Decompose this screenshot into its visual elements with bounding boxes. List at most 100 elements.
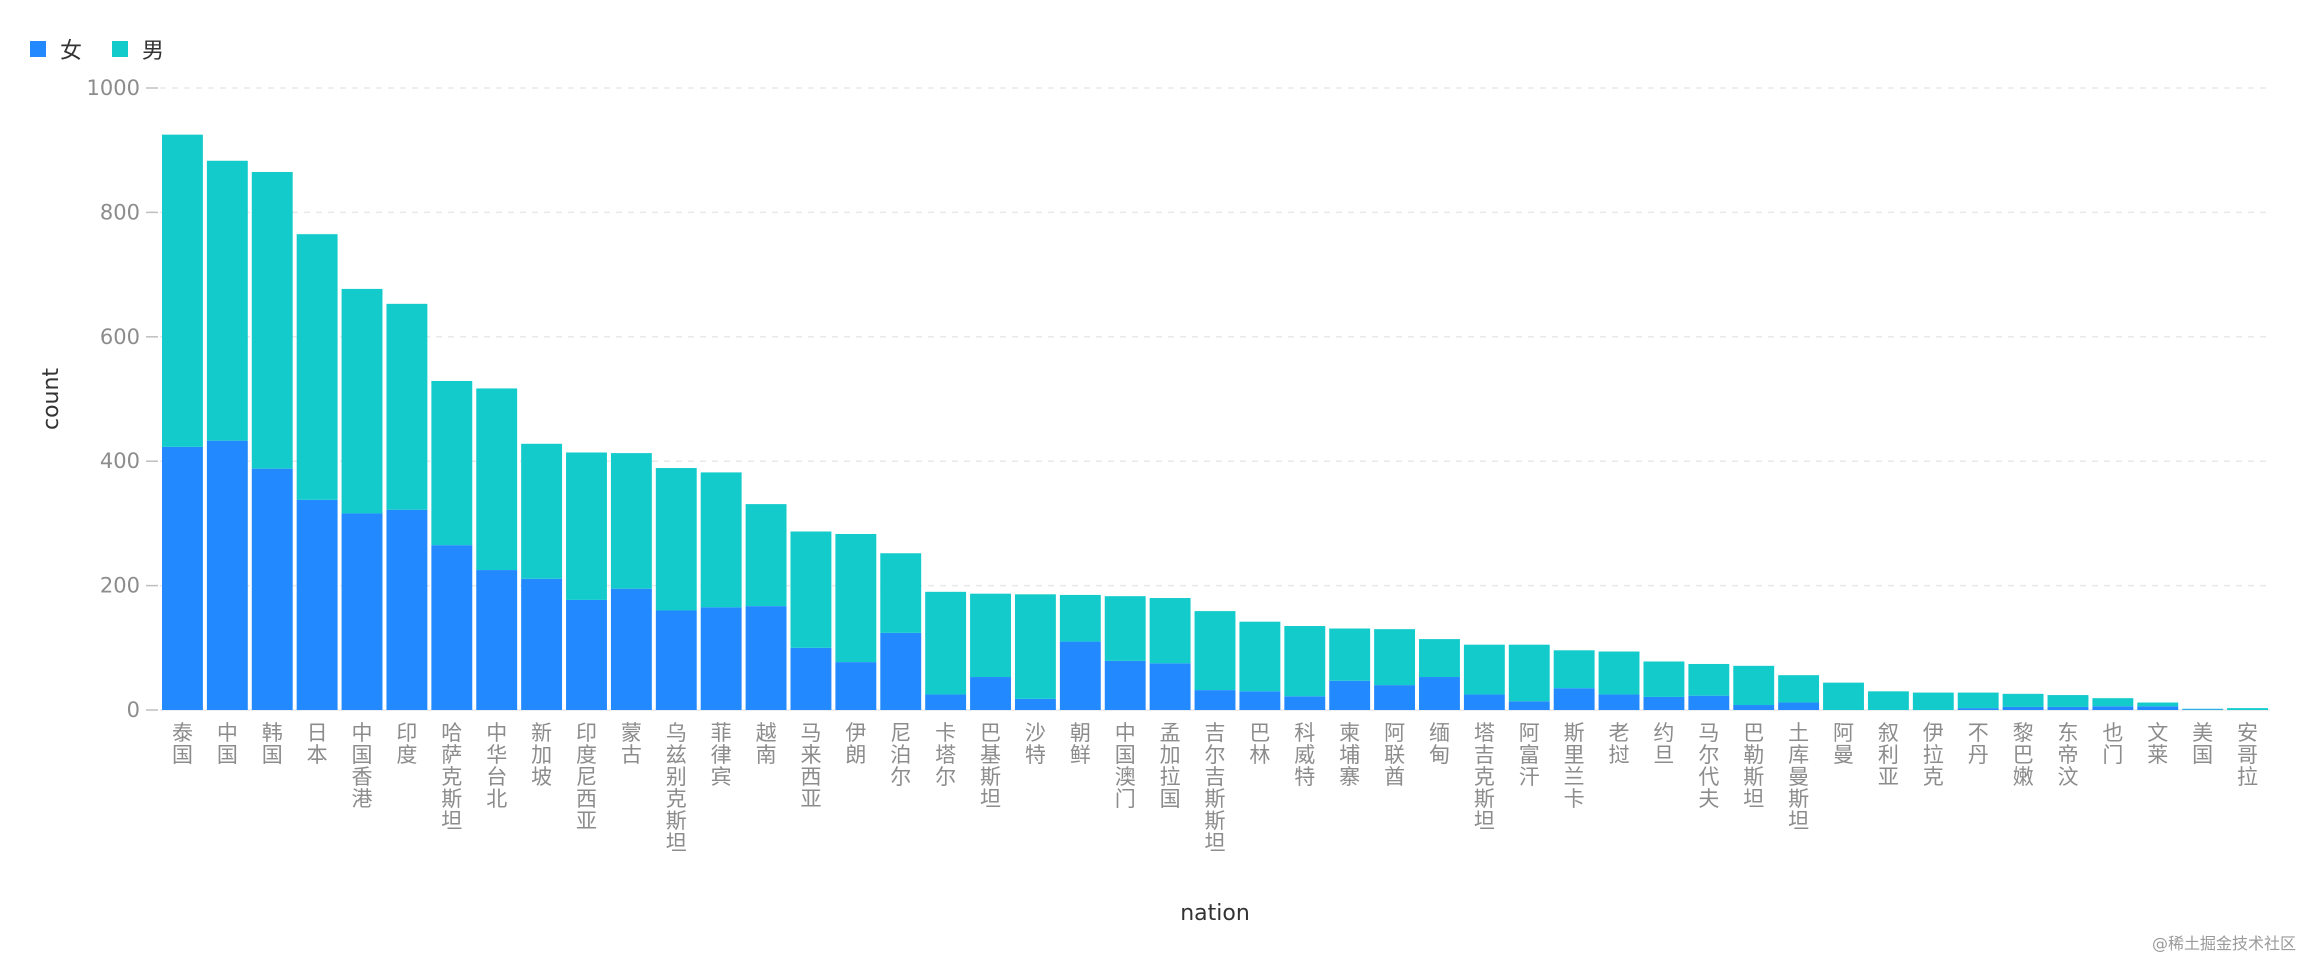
x-tick-label: 缅甸 <box>1429 721 1450 767</box>
bar-male-37[interactable] <box>1823 682 1864 710</box>
bar-female-0[interactable] <box>162 446 203 710</box>
bar-male-30[interactable] <box>1508 644 1550 702</box>
legend-swatch-male <box>112 41 129 57</box>
bar-female-31[interactable] <box>1553 688 1595 710</box>
legend-item-male[interactable]: 男 <box>112 33 164 65</box>
bar-female-3[interactable] <box>296 499 338 710</box>
bar-female-11[interactable] <box>655 610 697 710</box>
bar-female-42[interactable] <box>2047 706 2089 710</box>
bar-male-40[interactable] <box>1957 692 1999 709</box>
bar-female-20[interactable] <box>1059 641 1101 710</box>
bar-female-45[interactable] <box>2182 709 2224 710</box>
bar-female-25[interactable] <box>1284 696 1326 710</box>
bar-male-0[interactable] <box>162 134 203 447</box>
x-tick-label: 安哥拉 <box>2237 721 2258 789</box>
bar-male-21[interactable] <box>1104 596 1146 661</box>
bar-female-5[interactable] <box>386 509 428 710</box>
bar-female-41[interactable] <box>2002 706 2044 710</box>
y-axis-ticks: 0 200 400 600 800 1000 <box>87 76 158 722</box>
bar-male-8[interactable] <box>521 443 563 579</box>
bar-female-26[interactable] <box>1329 680 1371 710</box>
bar-male-23[interactable] <box>1194 611 1236 691</box>
bar-female-19[interactable] <box>1014 698 1056 710</box>
bar-male-20[interactable] <box>1059 594 1101 642</box>
bar-male-9[interactable] <box>566 452 607 600</box>
bar-male-45[interactable] <box>2182 708 2224 710</box>
bar-female-44[interactable] <box>2137 706 2179 710</box>
bar-female-43[interactable] <box>2092 706 2134 710</box>
bar-female-17[interactable] <box>925 694 967 710</box>
bar-female-22[interactable] <box>1149 663 1191 710</box>
bar-male-39[interactable] <box>1912 692 1954 710</box>
bar-female-32[interactable] <box>1598 694 1640 710</box>
bar-male-27[interactable] <box>1374 629 1416 686</box>
bar-male-17[interactable] <box>925 591 967 695</box>
bar-female-10[interactable] <box>610 588 652 710</box>
bar-female-1[interactable] <box>206 440 248 710</box>
bar-male-5[interactable] <box>386 303 428 510</box>
bar-female-6[interactable] <box>431 545 473 710</box>
y-axis-title: count <box>39 368 64 430</box>
bar-male-24[interactable] <box>1239 621 1281 692</box>
bar-male-43[interactable] <box>2092 698 2134 707</box>
bar-male-11[interactable] <box>655 468 697 611</box>
bar-female-24[interactable] <box>1239 691 1281 710</box>
bar-male-31[interactable] <box>1553 650 1595 689</box>
bar-female-14[interactable] <box>790 647 832 710</box>
bar-male-18[interactable] <box>970 593 1011 678</box>
bar-female-27[interactable] <box>1374 685 1416 710</box>
bar-female-28[interactable] <box>1419 677 1460 710</box>
bar-male-1[interactable] <box>206 160 248 441</box>
bar-male-29[interactable] <box>1463 644 1505 695</box>
x-tick-label: 约旦 <box>1653 721 1674 767</box>
bar-female-36[interactable] <box>1778 702 1820 710</box>
bar-male-25[interactable] <box>1284 626 1326 697</box>
bar-female-34[interactable] <box>1688 695 1730 710</box>
bar-male-44[interactable] <box>2137 702 2179 707</box>
bar-male-34[interactable] <box>1688 663 1730 696</box>
bar-female-16[interactable] <box>880 632 922 710</box>
bar-male-35[interactable] <box>1733 665 1775 706</box>
bar-male-10[interactable] <box>610 453 652 589</box>
bar-female-4[interactable] <box>341 513 383 710</box>
bar-male-32[interactable] <box>1598 651 1640 695</box>
bar-male-6[interactable] <box>431 380 473 546</box>
bar-male-46[interactable] <box>2227 708 2268 710</box>
bar-male-22[interactable] <box>1149 598 1191 664</box>
bar-female-30[interactable] <box>1508 701 1550 710</box>
bar-female-23[interactable] <box>1194 690 1236 710</box>
bar-male-12[interactable] <box>700 472 742 608</box>
bar-male-14[interactable] <box>790 531 832 648</box>
bar-male-33[interactable] <box>1643 661 1685 697</box>
bar-male-16[interactable] <box>880 553 922 633</box>
bar-female-13[interactable] <box>745 606 787 710</box>
bar-female-33[interactable] <box>1643 696 1685 710</box>
bar-male-26[interactable] <box>1329 628 1371 681</box>
x-tick-label: 巴基斯坦 <box>980 721 1001 811</box>
bar-male-15[interactable] <box>835 533 877 663</box>
bar-female-29[interactable] <box>1463 694 1505 710</box>
bar-male-13[interactable] <box>745 504 787 607</box>
bar-male-4[interactable] <box>341 288 383 514</box>
bar-female-12[interactable] <box>700 607 742 710</box>
bar-female-9[interactable] <box>566 599 607 710</box>
bar-male-2[interactable] <box>251 171 293 469</box>
bar-female-21[interactable] <box>1104 660 1146 710</box>
bar-male-41[interactable] <box>2002 693 2044 707</box>
bar-female-7[interactable] <box>476 570 518 710</box>
bar-female-15[interactable] <box>835 662 877 710</box>
bar-female-8[interactable] <box>521 578 563 710</box>
legend-item-female[interactable]: 女 <box>30 33 82 65</box>
bar-female-18[interactable] <box>970 677 1011 710</box>
x-tick-label: 乌兹别克斯坦 <box>666 721 687 855</box>
bar-female-40[interactable] <box>1957 708 1999 710</box>
bar-female-2[interactable] <box>251 468 293 710</box>
bar-male-3[interactable] <box>296 234 338 500</box>
bar-female-35[interactable] <box>1733 705 1775 710</box>
bar-male-36[interactable] <box>1778 675 1820 703</box>
bar-male-7[interactable] <box>476 388 518 571</box>
bar-male-42[interactable] <box>2047 695 2089 707</box>
bar-male-28[interactable] <box>1419 639 1460 678</box>
bar-male-19[interactable] <box>1014 594 1056 699</box>
bar-male-38[interactable] <box>1867 691 1909 710</box>
